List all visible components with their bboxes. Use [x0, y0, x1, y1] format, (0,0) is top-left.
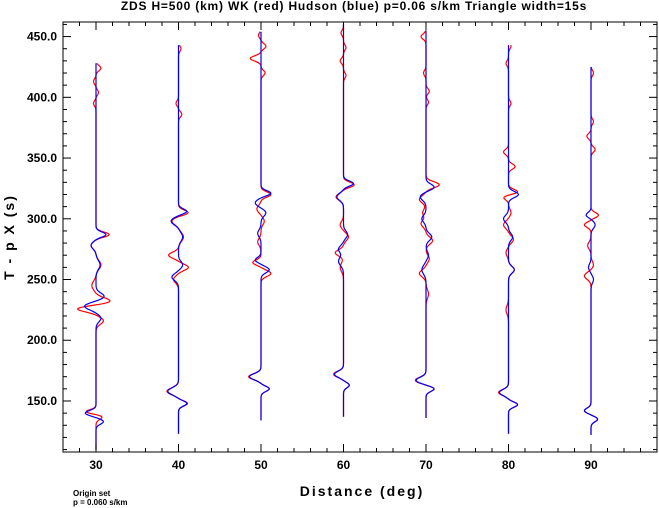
trace-40deg	[166, 44, 190, 434]
trace-30deg	[77, 62, 111, 450]
footnote-p: p = 0.060 s/km	[73, 498, 127, 507]
y-axis: 150.0 200.0 250.0 300.0 350.0 400.0 450.0	[27, 23, 657, 451]
trace-50deg	[247, 31, 272, 421]
y-tick-label: 450.0	[27, 30, 57, 44]
plot-frame	[62, 21, 658, 453]
y-tick-label: 150.0	[27, 394, 57, 408]
x-tick-label: 80	[502, 458, 516, 472]
trace-90deg	[583, 66, 600, 435]
hudson-trace	[498, 45, 520, 434]
chart-title: ZDS H=500 (km) WK (red) Hudson (blue) p=…	[121, 0, 587, 13]
wk-trace	[166, 44, 190, 434]
x-axis: 30 40 50 60 70 80 90	[62, 22, 658, 472]
hudson-trace	[583, 66, 599, 435]
y-axis-label: T - p X (s)	[1, 194, 17, 280]
wk-trace	[77, 62, 111, 450]
x-tick-label: 60	[337, 458, 351, 472]
trace-80deg	[497, 44, 520, 434]
hudson-trace	[415, 30, 435, 418]
trace-60deg	[332, 24, 355, 417]
hudson-trace	[333, 24, 355, 417]
y-tick-label: 400.0	[27, 90, 57, 104]
x-tick-label: 30	[89, 458, 103, 472]
y-tick-label: 250.0	[27, 273, 57, 287]
x-tick-label: 50	[254, 458, 268, 472]
x-tick-label: 70	[419, 458, 433, 472]
hudson-trace	[248, 31, 272, 421]
hudson-trace	[83, 63, 107, 450]
hudson-trace	[167, 45, 188, 434]
x-axis-label: Distance (deg)	[300, 483, 424, 499]
wk-trace	[247, 31, 272, 421]
y-tick-label: 350.0	[27, 151, 57, 165]
footnote-origin: Origin set	[73, 489, 111, 498]
y-tick-label: 200.0	[27, 333, 57, 347]
wk-trace	[414, 30, 440, 418]
trace-70deg	[414, 30, 440, 418]
x-tick-label: 40	[172, 458, 186, 472]
y-tick-label: 300.0	[27, 212, 57, 226]
x-tick-label: 90	[584, 458, 598, 472]
trace-layer	[77, 24, 600, 450]
